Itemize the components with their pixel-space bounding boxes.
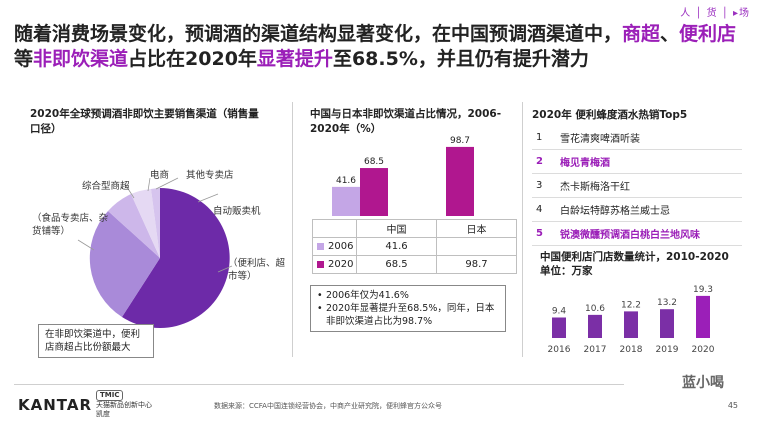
- right-panel-title: 2020年 便利蜂度酒水热销Top5: [532, 109, 688, 121]
- label-food-store: （食品专卖店、杂货铺等）: [32, 213, 109, 237]
- china-japan-bar-chart: 41.6 68.5 98.7: [332, 136, 474, 216]
- cell-japan-2020: 98.7: [436, 255, 517, 274]
- bar-2020-日本: [446, 146, 474, 216]
- table-row: 2020 68.5 98.7: [312, 255, 517, 274]
- data-label: 9.4: [552, 306, 567, 316]
- divider: [522, 102, 523, 357]
- label-vending: 自动贩卖机: [213, 206, 261, 217]
- store-chart-title: 中国便利店门店数量统计，2010-2020: [540, 251, 729, 263]
- label-hypermarket: 综合型商超: [82, 181, 130, 192]
- store-chart-unit: 单位：万家: [540, 265, 593, 277]
- data-label: 10.6: [585, 304, 605, 314]
- divider: [292, 102, 293, 357]
- tick-label: 2019: [656, 345, 679, 355]
- watermark: 蓝小喝: [682, 375, 724, 391]
- data-label: 41.6: [336, 176, 356, 186]
- bar-2017: [588, 314, 602, 338]
- label-other-store: 其他专卖店: [186, 170, 234, 181]
- bar-2020: [696, 295, 710, 338]
- list-item: 5 锐澳微醺预调酒白桃白兰地风味: [532, 222, 742, 246]
- bar-2019: [660, 309, 674, 338]
- pie-slice-ecommerce: [131, 189, 160, 258]
- tick-label: 2018: [620, 345, 643, 355]
- china-japan-table: 中国 日本 2006 41.6 2020 68.5 98.7: [312, 219, 517, 274]
- page-title: 随着消费场景变化，预调酒的渠道结构显著变化，在中国预调酒渠道中，商超、便利店等非…: [14, 23, 737, 70]
- pie-slice-food-store: [89, 211, 160, 317]
- row-label: 2020: [328, 259, 354, 270]
- cell-china-2020: 68.5: [356, 255, 437, 274]
- tmic-logo: TMIC 天猫新品创新中心 凯度: [96, 390, 152, 418]
- bullet-item: 2006年仅为41.6%: [317, 289, 499, 302]
- list-item: 1 雪花清爽啤酒听装: [532, 126, 742, 150]
- data-label: 12.2: [621, 300, 641, 310]
- pie-slice-hypermarket: [108, 194, 160, 258]
- page-number: 45: [727, 401, 738, 410]
- data-label: 19.3: [693, 285, 713, 295]
- tick-label: 2016: [548, 345, 571, 355]
- left-note-box: 在非即饮渠道中，便利店商超占比份额最大: [38, 324, 154, 358]
- data-label: 13.2: [657, 298, 677, 308]
- bar-2006-中国: [332, 186, 360, 216]
- data-label: 98.7: [450, 136, 470, 146]
- bar-2016: [552, 317, 566, 338]
- middle-bullets: 2006年仅为41.6% 2020年显著提升至68.5%，同年，日本非即饮渠道占…: [310, 285, 506, 332]
- list-item: 4 白龄坛特醇苏格兰威士忌: [532, 198, 742, 222]
- bar-2018: [624, 311, 638, 338]
- table-row: 2006 41.6: [312, 237, 517, 256]
- tick-label: 2020: [692, 345, 715, 355]
- pie-slice-other-store: [151, 188, 160, 258]
- footer-divider: [14, 384, 624, 385]
- cell-china-2006: 41.6: [356, 237, 437, 256]
- top5-list: 1 雪花清爽啤酒听装 2 梅见青梅酒 3 杰卡斯梅洛干红 4 白龄坛特醇苏格兰威士忌 5…: [532, 126, 742, 246]
- channel-pie-chart: [77, 177, 233, 328]
- list-item: 3 杰卡斯梅洛干红: [532, 174, 742, 198]
- pie-slice-convenience: [122, 188, 230, 328]
- store-count-bar-chart: 9.4 2016 10.6 2017 12.2 2018 13.2 2019 19.3 2020: [548, 285, 715, 355]
- list-item: 2 梅见青梅酒: [532, 150, 742, 174]
- brand-logo: 人 │ 货 │ ▸场: [680, 8, 750, 19]
- cell-japan-2006: [436, 237, 517, 256]
- legend-swatch-2020: [317, 260, 324, 268]
- middle-panel-title: 中国与日本非即饮渠道占比情况，2006-2020年（%）: [310, 108, 502, 135]
- kantar-logo: KANTAR: [18, 396, 93, 414]
- left-panel-title: 2020年全球预调酒非即饮主要销售渠道（销售量口径）: [30, 108, 259, 135]
- label-ecommerce: 电商: [150, 170, 170, 181]
- legend-swatch-2006: [317, 242, 324, 250]
- table-corner: [312, 219, 357, 238]
- tick-label: 2017: [584, 345, 607, 355]
- table-header-china: 中国: [356, 219, 437, 238]
- row-label: 2006: [328, 241, 354, 252]
- table-header-japan: 日本: [436, 219, 517, 238]
- bar-2020-中国: [360, 168, 388, 216]
- data-label: 68.5: [364, 157, 384, 167]
- source-note: 数据来源：CCFA中国连锁经营协会，中商产业研究院，便利蜂官方公众号: [214, 402, 442, 410]
- label-convenience: （便利店、超市等）: [228, 258, 286, 282]
- bullet-item: 2020年显著提升至68.5%，同年，日本非即饮渠道占比为98.7%: [317, 302, 499, 328]
